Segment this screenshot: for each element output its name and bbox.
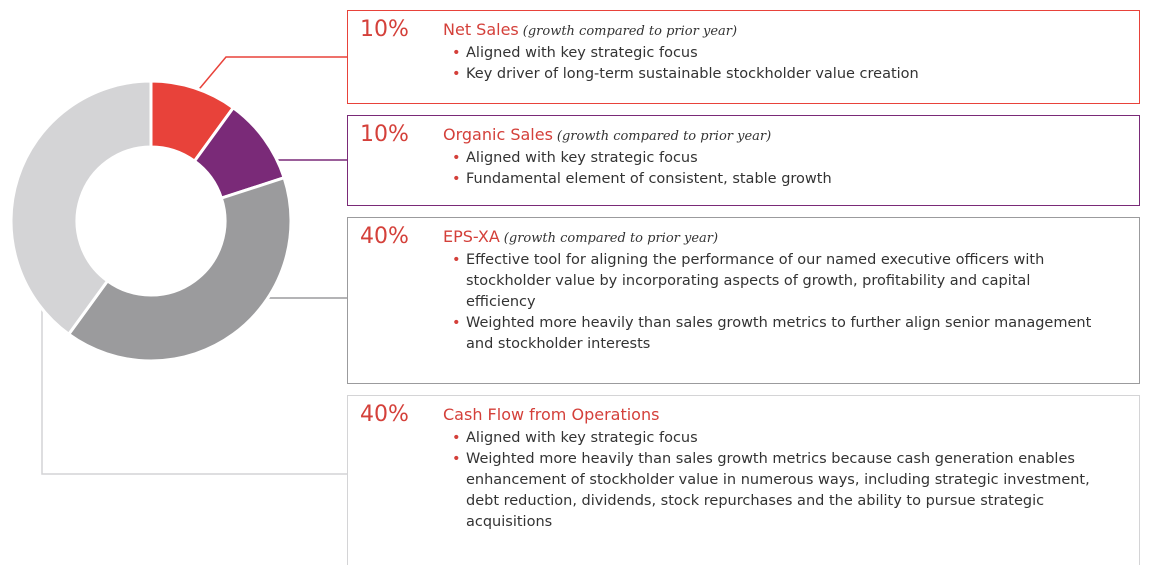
bullet: Aligned with key strategic focus bbox=[452, 428, 1092, 449]
value-label: 10% bbox=[360, 122, 409, 147]
bullet: Weighted more heavily than sales growth … bbox=[452, 449, 1092, 533]
metric-title: Cash Flow from Operations bbox=[443, 405, 660, 424]
bullet: Fundamental element of consistent, stabl… bbox=[452, 169, 1092, 190]
bullet-list: Aligned with key strategic focusKey driv… bbox=[452, 43, 1092, 85]
metric-name: Net Sales (growth compared to prior year) bbox=[443, 20, 737, 39]
metric-name: Cash Flow from Operations bbox=[443, 405, 659, 424]
value-label: 40% bbox=[360, 224, 409, 249]
callout-box: 10% Organic Sales (growth compared to prio… bbox=[347, 115, 1140, 206]
metric-name: EPS-XA (growth compared to prior year) bbox=[443, 227, 718, 246]
connector bbox=[189, 56, 347, 101]
callout-box: 40% EPS-XA (growth compared to prior year)… bbox=[347, 217, 1140, 384]
bullet: Aligned with key strategic focus bbox=[452, 43, 1092, 64]
metric-title: EPS-XA bbox=[443, 227, 500, 246]
metric-note: (growth compared to prior year) bbox=[522, 24, 738, 39]
metric-title: Organic Sales bbox=[443, 125, 553, 144]
bullet-list: Aligned with key strategic focusFundamen… bbox=[452, 148, 1092, 190]
metric-name: Organic Sales (growth compared to prior y… bbox=[443, 125, 771, 144]
donut-segment bbox=[9, 79, 153, 337]
bullet-list: Effective tool for aligning the performa… bbox=[452, 250, 1092, 355]
bullet-list: Aligned with key strategic focusWeighted… bbox=[452, 428, 1092, 533]
metric-note: (growth compared to prior year) bbox=[503, 231, 719, 246]
metric-note: (growth compared to prior year) bbox=[556, 129, 772, 144]
connector bbox=[41, 290, 347, 475]
value-label: 10% bbox=[360, 17, 409, 42]
bullet: Weighted more heavily than sales growth … bbox=[452, 313, 1092, 355]
callout-box: 40% Cash Flow from Operations Aligned with… bbox=[347, 395, 1140, 565]
donut-segment bbox=[66, 175, 293, 363]
bullet: Effective tool for aligning the performa… bbox=[452, 250, 1092, 313]
bullet: Key driver of long-term sustainable stoc… bbox=[452, 64, 1092, 85]
value-label: 40% bbox=[360, 402, 409, 427]
callout-box: 10% Net Sales (growth compared to prior ye… bbox=[347, 10, 1140, 104]
metric-title: Net Sales bbox=[443, 20, 519, 39]
bullet: Aligned with key strategic focus bbox=[452, 148, 1092, 169]
